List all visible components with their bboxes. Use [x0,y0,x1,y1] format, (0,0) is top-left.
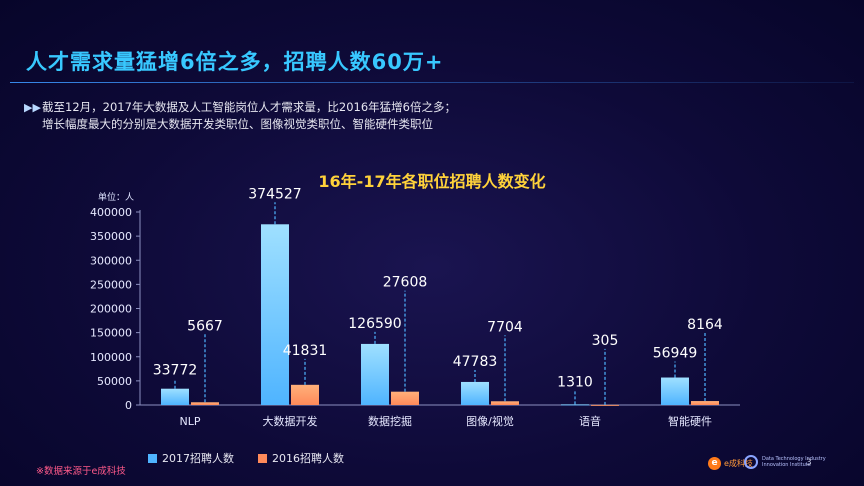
legend-label-2017: 2017招聘人数 [162,452,234,465]
bar-2017 [261,224,289,405]
bar-2017 [161,388,189,405]
x-category-label: NLP [180,415,201,428]
institute-logo-text: Data Technology Industry Innovation Inst… [762,456,826,468]
x-category-label: 数据挖掘 [368,414,412,428]
y-tick-label: 0 [125,399,132,412]
y-tick-label: 350000 [90,230,132,243]
bullet-text: 截至12月，2017年大数据及人工智能岗位人才需求量，比2016年猛增6倍之多；… [42,99,456,133]
chart-title: 16年-17年各职位招聘人数变化 [318,172,546,191]
y-tick-label: 300000 [90,254,132,267]
y-tick-label: 50000 [97,375,132,388]
bar-2017 [361,343,389,405]
y-tick-label: 100000 [90,351,132,364]
slide-title: 人才需求量猛增6倍之多，招聘人数60万+ [26,50,444,74]
institute-logo: Data Technology Industry Innovation Inst… [744,455,826,469]
data-label-2017: 56949 [653,346,698,362]
bar-2017 [661,377,689,405]
y-tick-label: 250000 [90,278,132,291]
bullet-arrow-icon: ▶▶ [24,101,41,114]
institute-logo-mark [744,455,758,469]
legend-swatch-2016 [258,453,267,463]
legend-item-2016: 2016招聘人数 [258,450,344,466]
y-tick-label: 400000 [90,206,132,219]
bar-2016 [491,401,519,405]
bar-2016 [591,404,619,406]
legend-label-2016: 2016招聘人数 [272,452,344,465]
title-underline [10,82,854,83]
x-category-label: 图像/视觉 [466,414,514,428]
data-label-2016: 41831 [283,343,328,359]
data-label-2016: 5667 [187,318,223,334]
bar-2017 [561,404,589,406]
chart-unit-label: 单位：人 [98,193,135,203]
data-source-note: ※数据来源于e成科技 [36,466,126,477]
data-label-2017: 33772 [153,363,198,379]
legend-item-2017: 2017招聘人数 [148,450,234,466]
data-label-2017: 126590 [348,316,401,332]
chart-legend: 2017招聘人数 2016招聘人数 [148,450,344,466]
x-category-label: 智能硬件 [668,414,712,428]
institute-logo-line-2: Innovation Institute [762,462,811,468]
echeng-logo-mark: e [708,457,721,470]
data-label-2017: 374527 [248,186,301,202]
data-label-2017: 47783 [453,354,498,370]
echeng-logo-text: e成科技 [724,459,753,468]
echeng-logo: e e成科技 [708,457,753,470]
data-label-2017: 1310 [557,374,593,390]
x-category-label: 语音 [579,414,601,428]
y-tick-label: 200000 [90,303,132,316]
y-tick-label: 150000 [90,327,132,340]
legend-swatch-2017 [148,453,157,463]
data-label-2016: 305 [592,333,619,349]
bar-2017 [461,381,489,405]
bar-2016 [291,384,319,405]
data-label-2016: 7704 [487,319,523,335]
data-label-2016: 8164 [687,317,723,333]
data-label-2016: 27608 [383,275,428,291]
page-number: 3 [806,458,812,468]
x-category-label: 大数据开发 [263,414,318,428]
bar-2016 [391,391,419,405]
bullet-line-2: 增长幅度最大的分别是大数据开发类职位、图像视觉类职位、智能硬件类职位 [42,117,433,131]
bar-2016 [691,401,719,405]
institute-logo-line-1: Data Technology Industry [762,456,826,462]
bullet-line-1: 截至12月，2017年大数据及人工智能岗位人才需求量，比2016年猛增6倍之多； [42,100,456,114]
bar-2016 [191,402,219,405]
